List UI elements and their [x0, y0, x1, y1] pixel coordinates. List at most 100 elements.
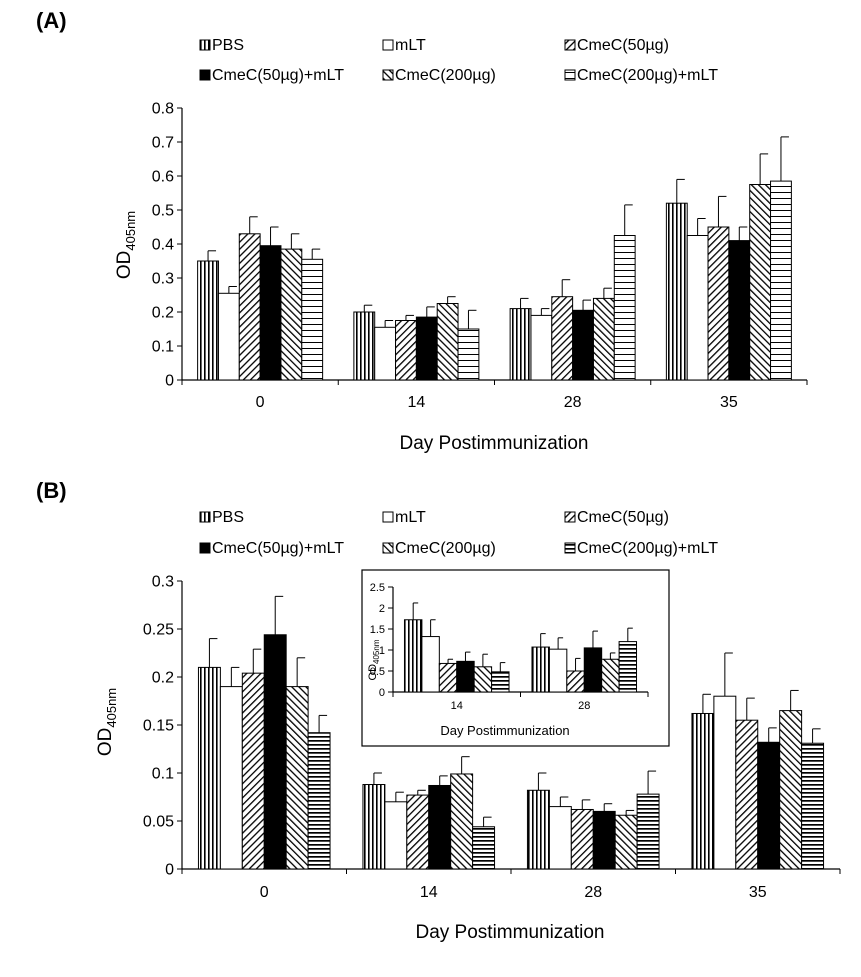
panel-b-bar	[307, 732, 331, 870]
panel-b-ylabel-sub: 405nm	[104, 688, 119, 728]
inset-bar	[456, 660, 475, 693]
panel-a-legend-swatch	[564, 69, 576, 81]
panel-a-bar	[259, 245, 282, 381]
panel-a-legend-swatch	[564, 39, 576, 51]
panel-a-x-tick-label: 28	[564, 394, 582, 411]
panel-a-x-tick-label: 0	[256, 394, 265, 411]
panel-b-bar	[801, 742, 825, 870]
panel-a-y-tick-label: 0	[165, 373, 174, 390]
panel-a-bar	[592, 297, 615, 381]
inset-bar	[618, 641, 638, 693]
panel-a-ylabel-sub: 405nm	[123, 211, 138, 251]
panel-a-legend-label: CmeC(200µg)	[395, 67, 496, 84]
inset-bar	[548, 648, 568, 693]
panel-a-legend-swatch	[382, 39, 394, 51]
inset-ylabel: OD405nm	[367, 639, 381, 680]
panel-a-bar	[728, 240, 751, 381]
inset-ylabel-main: OD	[367, 664, 379, 681]
panel-b-x-tick-label: 35	[749, 884, 767, 901]
panel-b-bar	[614, 814, 638, 870]
panel-b-legend-swatch	[199, 542, 211, 554]
panel-b-bar	[713, 695, 737, 870]
panel-b-legend-swatch	[199, 511, 211, 523]
panel-b-bar	[636, 793, 660, 870]
panel-b-legend-label: CmeC(200µg)	[395, 540, 496, 557]
inset-y-tick-label: 0	[379, 687, 385, 699]
panel-a-legend-swatch	[199, 39, 211, 51]
inset-bar	[438, 662, 458, 693]
inset-y-tick-label: 1	[379, 645, 385, 657]
inset-y-tick-label: 2.5	[370, 582, 385, 594]
panel-b-bar	[285, 686, 309, 870]
inset-x-tick-label: 14	[451, 700, 463, 712]
panel-a-bar	[551, 296, 574, 381]
panel-b-bar	[735, 719, 759, 870]
panel-b-legend-swatch	[382, 511, 394, 523]
panel-a-bar	[415, 316, 438, 381]
panel-b-label: (B)	[36, 478, 67, 503]
inset-y-tick-label: 1.5	[370, 624, 385, 636]
panel-a-bar	[530, 314, 553, 381]
panel-b-bar	[592, 810, 616, 870]
panel-a-bar	[217, 292, 240, 381]
inset-xlabel: Day Postimmunization	[440, 723, 569, 738]
panel-a-y-tick-label: 0.5	[152, 203, 174, 220]
panel-a-bar	[353, 311, 376, 381]
panel-a-bar	[457, 328, 480, 381]
inset-y-tick-label: 2	[379, 603, 385, 615]
inset-y-tick-label: 0.5	[370, 666, 385, 678]
panel-a-bar	[770, 180, 792, 381]
panel-a-bar	[436, 303, 459, 381]
panel-a-bar	[665, 202, 688, 381]
panel-b-bar	[757, 741, 781, 870]
panel-b-legend-swatch	[564, 511, 576, 523]
panel-a-bar	[707, 226, 730, 381]
inset-bar	[601, 658, 620, 693]
panel-a-legend-label: PBS	[212, 37, 244, 54]
panel-b-bar	[472, 826, 496, 870]
panel-a-bar	[395, 320, 417, 381]
inset-bar	[566, 670, 585, 693]
panel-a-bar	[374, 326, 397, 381]
panel-a-legend-label: mLT	[395, 37, 426, 54]
panel-b-bar	[526, 789, 550, 870]
panel-b-bar	[406, 794, 430, 870]
panel-a-legend-label: CmeC(200µg)+mLT	[577, 67, 718, 84]
panel-a-bar	[509, 308, 532, 381]
panel-b-legend-label: CmeC(50µg)	[577, 509, 669, 526]
panel-b-bar	[263, 634, 287, 870]
panel-b-bar	[428, 784, 452, 870]
panel-b-bar	[450, 773, 474, 870]
panel-b-legend-label: PBS	[212, 509, 244, 526]
panel-b-legend-swatch	[382, 542, 394, 554]
panel-a-y-tick-label: 0.7	[152, 135, 174, 152]
inset-bar	[491, 671, 510, 693]
chart-marks: 0 0.1 0.2 0.3 0.4 0.5 0.6 0.7 0.8 0 14 28 35 PBS mLT Cm…	[143, 37, 841, 901]
panel-a-y-tick-label: 0.3	[152, 271, 174, 288]
inset-bar	[583, 647, 603, 693]
panel-b-bar	[384, 801, 408, 870]
panel-a-bar	[686, 235, 709, 381]
panel-b-ylabel: OD405nm	[95, 688, 119, 756]
panel-a-legend-label: CmeC(50µg)+mLT	[212, 67, 344, 84]
panel-a-y-tick-label: 0.1	[152, 339, 174, 356]
inset-bar	[403, 619, 423, 693]
panel-b-y-tick-label: 0.15	[143, 718, 174, 735]
panel-b-x-tick-label: 28	[584, 884, 602, 901]
panel-b-xlabel: Day Postimmunization	[415, 922, 604, 943]
panel-b-y-tick-label: 0.1	[152, 766, 174, 783]
panel-a-ylabel-main: OD	[114, 251, 135, 280]
panel-a-legend-swatch	[199, 69, 211, 81]
panel-a-x-tick-label: 14	[407, 394, 425, 411]
panel-a-y-tick-label: 0.6	[152, 169, 174, 186]
inset-ylabel-sub: 405nm	[372, 639, 381, 664]
panel-b-bar	[362, 784, 386, 870]
panel-b-legend-label: CmeC(50µg)+mLT	[212, 540, 344, 557]
panel-a-bar	[238, 233, 261, 381]
panel-b-x-tick-label: 0	[260, 884, 269, 901]
panel-b-legend-label: CmeC(200µg)+mLT	[577, 540, 718, 557]
panel-a-x-tick-label: 35	[720, 394, 738, 411]
panel-b-bar	[219, 686, 243, 870]
panel-b-x-tick-label: 14	[420, 884, 438, 901]
